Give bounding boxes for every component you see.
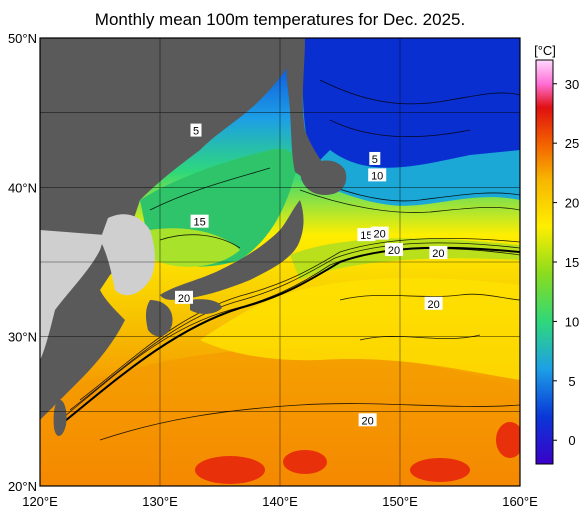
contour-label: 20 — [432, 248, 444, 260]
contour-label-bg — [175, 290, 193, 304]
colorbar-label: 10 — [565, 314, 579, 329]
colorbar-label: 30 — [565, 77, 579, 92]
contour-label-bg — [369, 151, 381, 165]
contour-label-bg — [190, 214, 209, 228]
map-frame — [39, 37, 521, 487]
lon-tick-label: 160°E — [502, 494, 538, 509]
colorbar-label: 5 — [568, 374, 575, 389]
land — [40, 38, 347, 436]
lon-tick-label: 120°E — [22, 494, 58, 509]
lat-tick-label: 20°N — [8, 479, 37, 494]
contour-label-bg — [368, 168, 387, 182]
colorbar-unit: [°C] — [534, 43, 556, 58]
colorbar-label: 15 — [565, 255, 579, 270]
contour-label: 10 — [371, 170, 383, 182]
lon-tick-label: 140°E — [262, 494, 298, 509]
contour-label-bg — [358, 413, 377, 427]
lat-tick-label: 30°N — [8, 330, 37, 345]
map-title: Monthly mean 100m temperatures for Dec. … — [94, 10, 466, 29]
lon-tick-label: 150°E — [382, 494, 418, 509]
contour-label-bg — [370, 226, 389, 240]
contour-label: 15 — [193, 217, 205, 229]
colorbar-label: 25 — [565, 136, 579, 151]
contour-label: 20 — [178, 293, 190, 305]
colorbar-gradient — [535, 59, 554, 465]
contour-label: 20 — [388, 245, 400, 257]
contour-label: 5 — [372, 154, 378, 166]
contour-label-bg — [190, 123, 202, 137]
contour-label-bg — [424, 296, 443, 310]
contour-label: 15 — [360, 230, 372, 242]
contour-label-bg — [429, 246, 448, 260]
colorbar-label: 20 — [565, 196, 579, 211]
colorbar-label: 0 — [568, 433, 575, 448]
contour-label: 20 — [427, 299, 439, 311]
lon-tick-label: 130°E — [142, 494, 178, 509]
lat-tick-label: 50°N — [8, 31, 37, 46]
graticule — [40, 38, 520, 486]
contour-label: 5 — [193, 126, 199, 138]
contour-label: 20 — [361, 415, 373, 427]
contour-label-bg — [385, 243, 403, 257]
lat-tick-label: 40°N — [8, 180, 37, 195]
colorbar: [°C] 30 25 20 15 10 5 0 — [534, 43, 579, 465]
contour-label: 20 — [373, 229, 385, 241]
